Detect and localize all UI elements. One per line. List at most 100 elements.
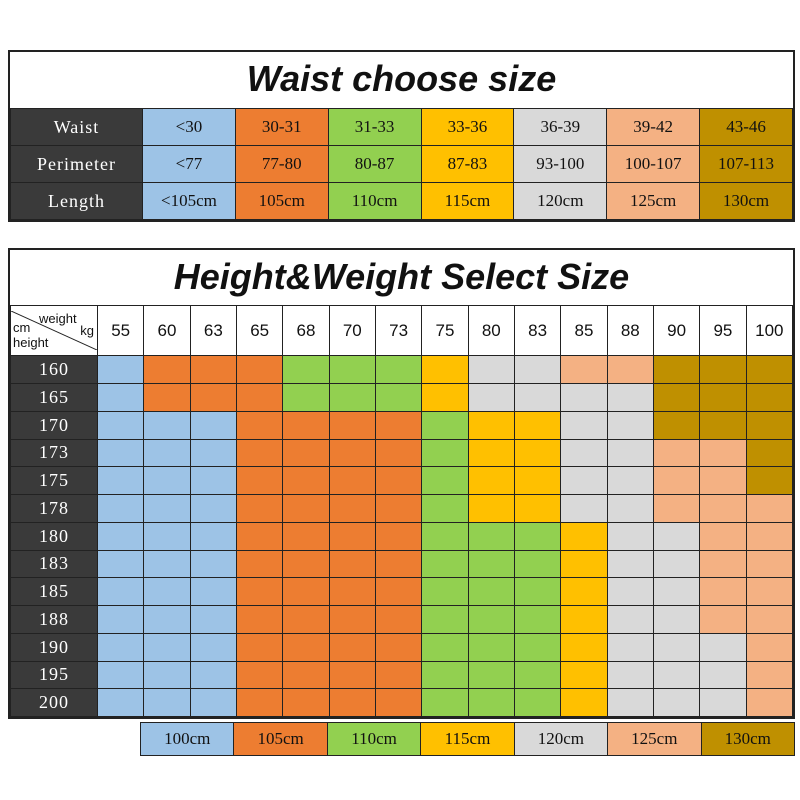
size-cell [328,355,376,385]
height-label: 188 [10,605,98,634]
size-cell [421,383,469,412]
hw-table: cm weight kg height 55 60 63 65 68 70 73 75 80 83 85 88… [10,304,794,717]
size-cell [606,660,654,690]
height-weight-chart: Height&Weight Select Size cm weight kg heig… [8,248,795,719]
size-cell [96,438,145,468]
size-cell [606,410,654,440]
size-cell [606,494,654,523]
size-cell [467,438,515,468]
size-cell [374,466,423,496]
height-row: 195 [10,660,794,690]
size-cell: 130cm [699,182,793,220]
size-cell [328,688,376,717]
size-cell [560,494,608,523]
size-cell [328,549,376,579]
size-cell [652,521,701,551]
legend-item: 115cm [420,722,515,756]
size-cell [282,660,330,690]
size-cell [652,605,701,634]
size-cell [699,688,747,717]
size-cell [745,355,794,385]
size-cell [421,410,469,440]
legend-row: 100cm 105cm 110cm 115cm 120cm 125cm 130cm [139,722,796,756]
size-cell [745,577,794,607]
size-cell [282,521,330,551]
size-cell [560,355,608,385]
size-cell [421,660,469,690]
size-cell [745,383,794,412]
height-label: 185 [10,577,98,607]
weight-header: 70 [328,304,376,357]
weight-header-row: cm weight kg height 55 60 63 65 68 70 73 75 80 83 85 88… [10,304,794,357]
height-row: 190 [10,632,794,662]
size-cell [560,660,608,690]
size-cell [606,549,654,579]
weight-header: 73 [374,304,423,357]
size-cell [467,577,515,607]
size-cell [235,549,284,579]
size-cell: 115cm [420,182,515,220]
weight-header: 60 [143,304,191,357]
size-cell [143,383,191,412]
corner-cm: cm [13,320,31,336]
size-cell [282,410,330,440]
size-cell [513,688,562,717]
waist-row: Length <105cm 105cm 110cm 115cm 120cm 125cm 130… [10,182,793,220]
size-cell [513,410,562,440]
size-cell [282,438,330,468]
size-cell [189,494,237,523]
size-cell [143,466,191,496]
legend-item: 130cm [700,722,796,756]
height-label: 195 [10,660,98,690]
height-row: 165 [10,383,794,412]
size-cell [282,632,330,662]
hw-chart-title: Height&Weight Select Size [173,256,630,297]
size-cell [374,494,423,523]
size-cell [189,605,237,634]
size-cell [189,466,237,496]
size-cell [96,494,145,523]
height-row: 180 [10,521,794,551]
size-cell [328,383,376,412]
size-cell [745,521,794,551]
size-cell [143,688,191,717]
size-cell [745,660,794,690]
size-cell [699,577,747,607]
size-cell [235,383,284,412]
size-cell [235,632,284,662]
row-label: Perimeter [10,145,143,183]
size-cell: 80-87 [327,145,422,183]
weight-header: 63 [189,304,237,357]
size-cell [374,549,423,579]
size-cell [745,494,794,523]
size-cell [189,660,237,690]
legend-item: 100cm [139,722,235,756]
size-cell [328,605,376,634]
waist-row: Perimeter <77 77-80 80-87 87-83 93-100 100-107… [10,145,793,183]
size-cell [374,577,423,607]
height-label: 160 [10,355,98,385]
row-label: Length [10,182,143,220]
size-cell [467,521,515,551]
size-cell [235,438,284,468]
size-cell [513,632,562,662]
size-cell [374,438,423,468]
size-cell [467,383,515,412]
size-cell [374,632,423,662]
weight-header: 100 [745,304,794,357]
size-cell [96,688,145,717]
corner-kg: kg [80,323,94,339]
size-cell [96,632,145,662]
height-label: 178 [10,494,98,523]
size-cell [143,605,191,634]
size-cell [513,438,562,468]
size-cell [606,466,654,496]
size-cell [652,355,701,385]
legend-item: 120cm [513,722,609,756]
size-cell [374,688,423,717]
size-cell [513,660,562,690]
size-cell [328,466,376,496]
size-cell [560,466,608,496]
size-cell [513,605,562,634]
legend-item: 125cm [607,722,702,756]
